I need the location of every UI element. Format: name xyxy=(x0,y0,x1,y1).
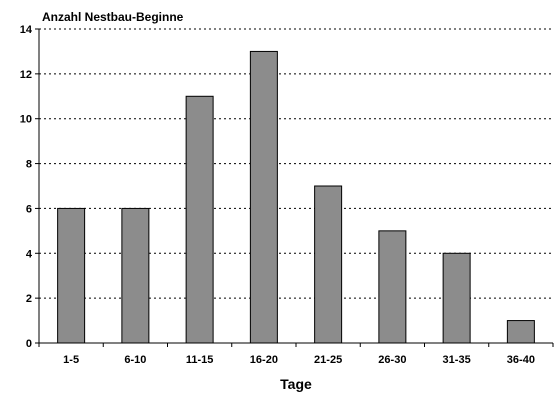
x-tick-label: 6-10 xyxy=(124,354,146,366)
x-tick-label: 11-15 xyxy=(186,354,214,366)
y-tick-label: 14 xyxy=(20,24,33,36)
chart-title: Anzahl Nestbau-Beginne xyxy=(42,10,184,24)
x-tick-label: 21-25 xyxy=(314,354,342,366)
y-ticks: 0 2 4 6 8 10 12 14 xyxy=(20,24,39,350)
y-tick-label: 8 xyxy=(26,159,32,171)
bar xyxy=(506,320,535,344)
x-tick-label: 31-35 xyxy=(443,354,471,366)
bar xyxy=(185,95,214,344)
x-tick-label: 26-30 xyxy=(378,354,406,366)
bars-group xyxy=(57,50,535,344)
bar xyxy=(249,50,278,344)
x-ticks: 1-5 6-10 11-15 16-20 21-25 26-30 31-35 36-40 xyxy=(38,343,554,366)
y-tick-label: 12 xyxy=(20,69,32,81)
x-tick-label: 1-5 xyxy=(63,354,79,366)
y-tick-label: 0 xyxy=(26,338,32,350)
axes xyxy=(38,29,553,344)
y-tick-label: 6 xyxy=(26,203,32,215)
y-tick-label: 4 xyxy=(26,248,33,260)
gridlines xyxy=(39,28,553,299)
x-axis-label: Tage xyxy=(280,376,312,392)
bar xyxy=(57,207,86,344)
x-tick-label: 16-20 xyxy=(250,354,278,366)
bar xyxy=(314,185,343,344)
y-tick-label: 10 xyxy=(20,114,32,126)
bar xyxy=(121,207,150,344)
bar xyxy=(378,230,407,344)
x-tick-label: 36-40 xyxy=(507,354,535,366)
y-tick-label: 2 xyxy=(26,293,32,305)
bar xyxy=(442,252,471,344)
